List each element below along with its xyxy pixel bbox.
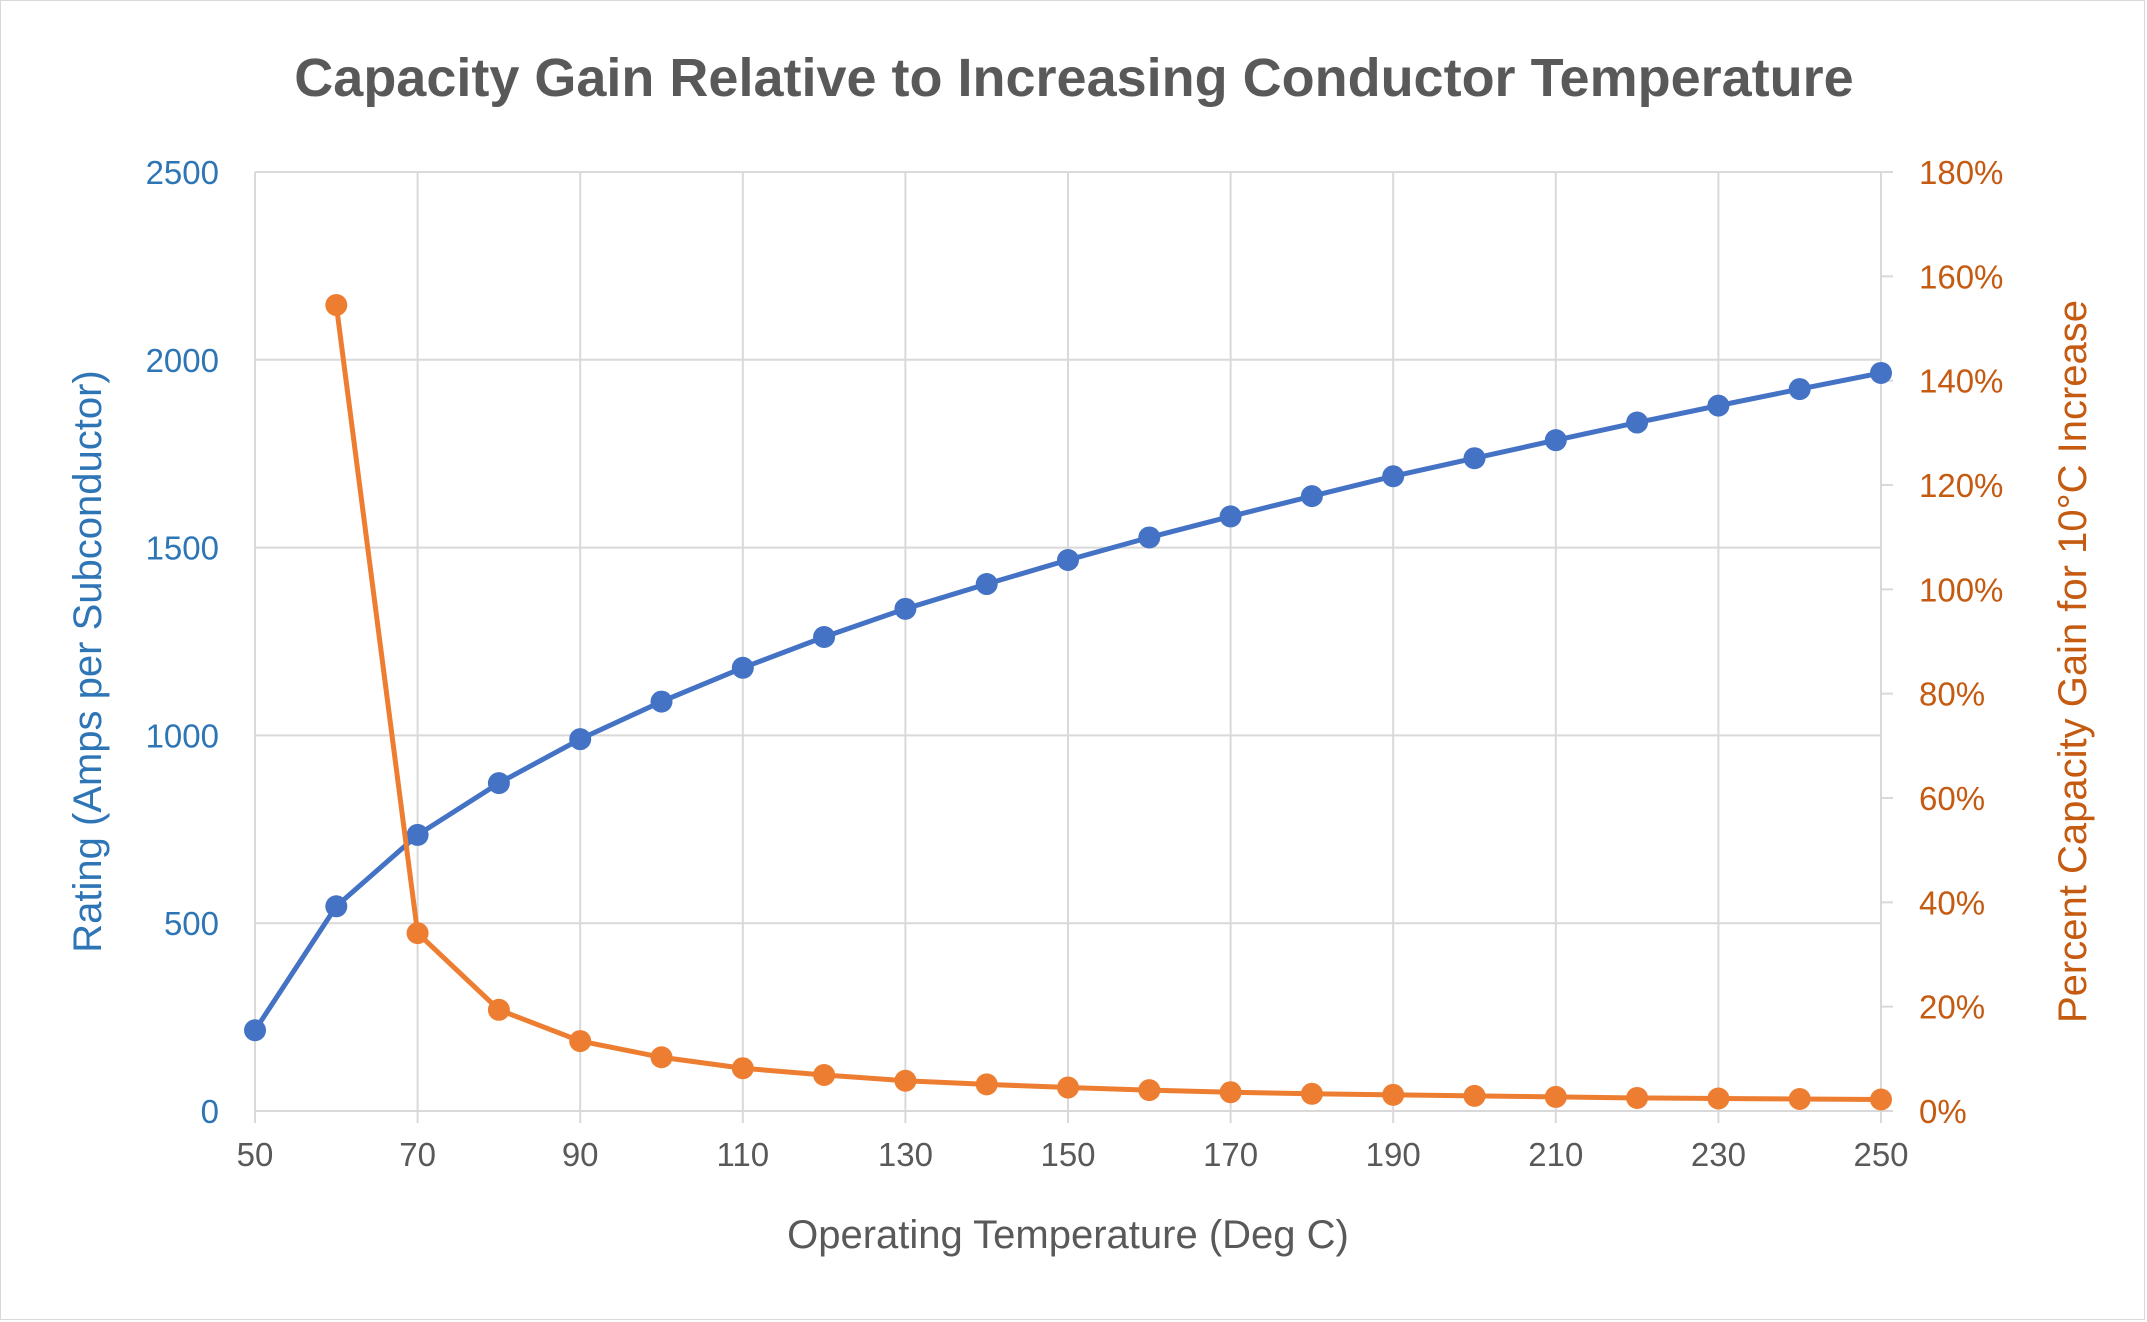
- x-axis-title: Operating Temperature (Deg C): [787, 1213, 1349, 1257]
- data-point-left: [487, 772, 510, 795]
- data-point-right: [1138, 1079, 1161, 1102]
- y-right-tick-label: 120%: [1919, 467, 2003, 504]
- chart-title: Capacity Gain Relative to Increasing Con…: [294, 48, 1853, 108]
- x-tick-label: 250: [1853, 1136, 1908, 1173]
- x-tick-label: 90: [562, 1136, 599, 1173]
- data-point-left: [894, 597, 917, 620]
- y-right-tick-label: 60%: [1919, 780, 1985, 817]
- data-point-right: [1788, 1088, 1811, 1111]
- y-right-tick-label: 40%: [1919, 884, 1985, 921]
- y-left-tick-label: 500: [164, 905, 219, 942]
- data-point-right: [894, 1069, 917, 1092]
- y-left-tick-label: 2000: [146, 342, 219, 379]
- x-tick-label: 170: [1203, 1136, 1258, 1173]
- data-point-right: [406, 922, 429, 945]
- data-point-left: [1544, 429, 1567, 452]
- data-point-left: [813, 625, 836, 648]
- data-point-left: [1382, 465, 1405, 488]
- y-left-tick-label: 1000: [146, 717, 219, 754]
- y-right-tick-label: 180%: [1919, 154, 2003, 191]
- data-point-right: [1870, 1088, 1892, 1111]
- data-point-right: [325, 294, 348, 317]
- data-point-left: [1788, 378, 1811, 401]
- data-point-left: [569, 728, 592, 751]
- data-point-left: [1870, 361, 1892, 384]
- data-point-left: [1057, 548, 1079, 571]
- data-point-left: [406, 823, 429, 846]
- gridlines: [254, 171, 1882, 1112]
- y-axis-title-right: Percent Capacity Gain for 10°C Increase: [2051, 300, 2095, 1023]
- y-right-tick-label: 20%: [1919, 989, 1985, 1026]
- data-point-right: [1300, 1082, 1323, 1105]
- x-tick-label: 70: [399, 1136, 436, 1173]
- data-point-left: [650, 690, 673, 713]
- x-tick-label: 210: [1528, 1136, 1583, 1173]
- data-point-left: [1138, 526, 1161, 549]
- series-line-right: [333, 304, 1882, 1103]
- y-left-tick-label: 2500: [146, 154, 219, 191]
- x-tick-label: 190: [1366, 1136, 1421, 1173]
- series-left: [244, 361, 1892, 1042]
- y-left-tick-label: 1500: [146, 530, 219, 567]
- x-tick-label: 230: [1691, 1136, 1746, 1173]
- x-tick-label: 110: [716, 1136, 769, 1173]
- y-right-tick-label: 100%: [1919, 571, 2003, 608]
- x-tick-label: 130: [878, 1136, 933, 1173]
- y-right-tick-label: 0%: [1919, 1093, 1967, 1130]
- data-point-right: [1707, 1087, 1730, 1110]
- data-point-right: [487, 998, 510, 1021]
- data-point-right: [1382, 1083, 1405, 1106]
- y-right-tick-label: 160%: [1919, 258, 2003, 295]
- data-point-left: [1219, 505, 1242, 528]
- data-point-right: [1626, 1086, 1649, 1109]
- data-point-left: [1707, 394, 1730, 417]
- data-point-right: [1219, 1081, 1242, 1104]
- data-point-left: [1300, 485, 1323, 508]
- series-right: [325, 294, 1892, 1111]
- data-point-right: [569, 1030, 592, 1053]
- data-point-right: [731, 1057, 754, 1080]
- x-tick-label: 50: [237, 1136, 274, 1173]
- data-point-right: [975, 1073, 998, 1096]
- data-point-left: [731, 656, 754, 679]
- y-right-tick-label: 80%: [1919, 676, 1985, 713]
- series-layer: [244, 294, 1892, 1111]
- data-point-left: [1463, 447, 1486, 470]
- data-point-right: [1544, 1085, 1567, 1108]
- x-tick-label: 150: [1040, 1136, 1095, 1173]
- y-left-tick-label: 0: [201, 1093, 219, 1130]
- axes: 50 70 90 110 130 150 170 190 210 230 2500500100015…: [146, 154, 2004, 1173]
- data-point-left: [244, 1019, 266, 1042]
- data-point-right: [1463, 1084, 1486, 1107]
- y-right-tick-label: 140%: [1919, 363, 2003, 400]
- data-point-right: [813, 1064, 836, 1087]
- data-point-right: [650, 1046, 673, 1069]
- data-point-left: [975, 573, 998, 596]
- data-point-right: [1057, 1076, 1079, 1099]
- y-axis-title-left: Rating (Amps per Subconductor): [66, 370, 110, 953]
- data-point-left: [1626, 411, 1649, 434]
- data-point-left: [325, 895, 348, 918]
